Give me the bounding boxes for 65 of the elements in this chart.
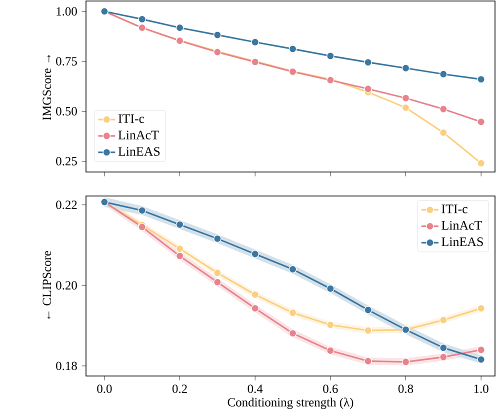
- y-tick-label: 0.25: [56, 156, 77, 166]
- y-tick-label: 0.20: [56, 281, 77, 290]
- x-tick-label: 0.8: [398, 384, 414, 394]
- point: [439, 344, 448, 352]
- y-tick-label: 0.75: [56, 57, 77, 66]
- point: [364, 306, 372, 314]
- point: [439, 128, 448, 137]
- point: [326, 52, 334, 60]
- legend-label: LinEAS: [118, 147, 160, 156]
- point: [477, 75, 486, 84]
- point: [251, 250, 260, 258]
- point: [439, 353, 448, 362]
- point: [364, 58, 372, 66]
- point: [477, 356, 486, 364]
- point: [364, 326, 372, 334]
- y-tick-label: 0.22: [56, 200, 77, 210]
- point: [477, 346, 486, 354]
- y-axis-title: ← CLIPScore: [42, 250, 52, 319]
- point: [251, 290, 260, 299]
- point: [477, 159, 486, 168]
- x-tick-label: 0.4: [248, 384, 263, 394]
- x-tick-label: 0.2: [172, 384, 187, 394]
- point: [326, 320, 334, 329]
- point: [439, 316, 448, 324]
- y-tick-label: 0.50: [56, 107, 77, 116]
- point: [402, 64, 410, 72]
- point: [176, 252, 184, 260]
- point: [288, 308, 297, 317]
- point: [364, 357, 372, 366]
- point: [439, 70, 448, 78]
- legend-label: ITI-c: [118, 114, 144, 123]
- point: [402, 104, 410, 112]
- y-tick-label: 1.00: [56, 7, 77, 16]
- x-tick-label: 0.6: [323, 384, 338, 394]
- point: [214, 234, 222, 243]
- legend-label: ITI-c: [442, 204, 468, 214]
- point: [326, 284, 334, 293]
- x-tick-label: 0.0: [97, 384, 112, 394]
- y-tick-label: 0.18: [56, 362, 77, 370]
- point: [176, 220, 184, 229]
- point: [439, 105, 448, 114]
- point: [138, 15, 146, 24]
- point: [214, 31, 222, 39]
- point: [477, 118, 486, 126]
- x-axis-title: Conditioning strength (λ): [228, 398, 354, 410]
- point: [251, 38, 260, 46]
- point: [214, 278, 222, 286]
- point: [326, 346, 334, 355]
- y-axis-title: IMGScore →: [42, 54, 52, 120]
- point: [288, 45, 297, 53]
- point: [288, 329, 297, 338]
- point: [138, 206, 146, 214]
- point: [251, 304, 260, 312]
- legend-label: LinAcT: [118, 130, 159, 140]
- point: [176, 24, 184, 32]
- legend-label: LinEAS: [442, 237, 483, 246]
- legend-label: LinAcT: [442, 221, 482, 230]
- point: [402, 94, 410, 102]
- x-tick-label: 1.0: [474, 384, 488, 394]
- point: [176, 244, 184, 253]
- point: [477, 304, 486, 312]
- point: [214, 268, 222, 277]
- point: [364, 84, 372, 93]
- point: [402, 358, 410, 366]
- point: [288, 265, 297, 274]
